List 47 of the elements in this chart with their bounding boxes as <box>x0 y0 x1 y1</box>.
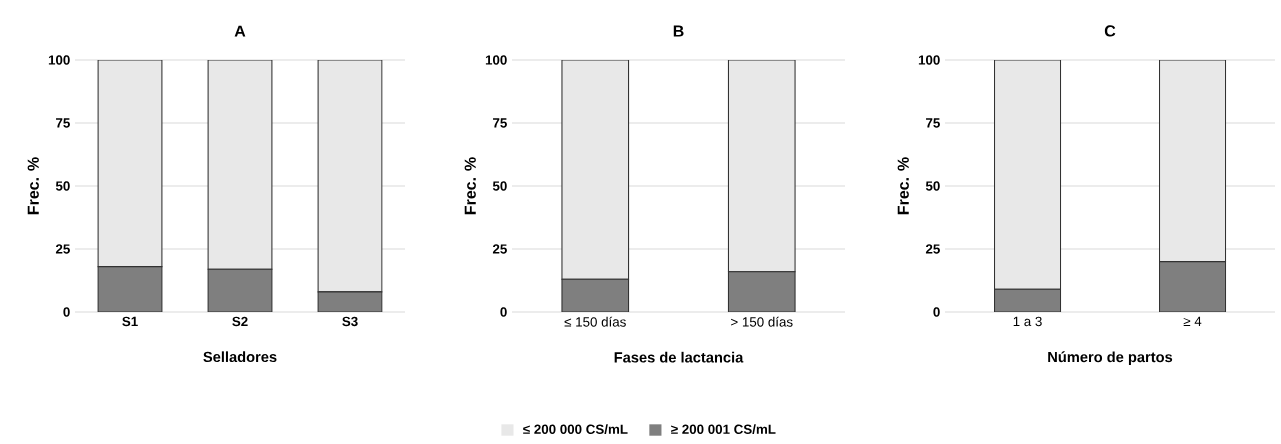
y-axis-title: Frec. % <box>464 157 476 215</box>
bar <box>1158 261 1227 312</box>
bar <box>727 271 796 312</box>
chart-title: B <box>673 25 684 37</box>
y-tick-label: 50 <box>492 181 507 191</box>
x-tick-label: S1 <box>122 316 138 327</box>
y-tick-label: 0 <box>63 307 70 317</box>
x-axis-title: Selladores <box>203 351 277 363</box>
bar <box>993 288 1062 312</box>
x-tick-label: S2 <box>232 316 248 327</box>
y-tick-label: 0 <box>933 307 940 317</box>
y-tick-label: 75 <box>493 118 507 128</box>
x-tick-label: S3 <box>342 316 358 327</box>
y-tick-label: 100 <box>485 55 507 65</box>
y-tick-label: 25 <box>492 244 507 254</box>
x-axis-title: Fases de lactancia <box>614 351 744 363</box>
y-axis-title: Frec. % <box>27 157 39 215</box>
y-tick-label: 75 <box>56 118 70 128</box>
bar <box>727 60 796 273</box>
bar <box>207 268 273 312</box>
legend-label: ≤ 200 000 CS/mL <box>523 424 628 435</box>
bar <box>1158 60 1227 263</box>
y-tick-label: 75 <box>926 118 940 128</box>
chart-title: C <box>1104 25 1116 37</box>
y-tick-label: 25 <box>55 244 70 254</box>
bar <box>97 266 163 312</box>
y-tick-label: 50 <box>925 181 940 191</box>
x-tick-label: ≤ 150 días <box>564 316 626 327</box>
x-tick-label: ≥ 4 <box>1183 316 1202 326</box>
chart-title: A <box>234 25 246 37</box>
x-tick-label: > 150 días <box>731 316 793 327</box>
y-tick-label: 100 <box>918 55 940 65</box>
y-tick-label: 100 <box>48 55 70 65</box>
x-tick-label: 1 a 3 <box>1013 316 1042 327</box>
bar <box>207 60 273 270</box>
bar <box>317 291 383 312</box>
y-axis-title: Frec. % <box>897 157 909 215</box>
bar <box>561 60 630 280</box>
x-axis-title: Número de partos <box>1048 351 1173 366</box>
y-tick-label: 0 <box>500 307 507 317</box>
bar <box>993 60 1062 290</box>
bar <box>317 60 383 293</box>
bar <box>561 278 630 312</box>
legend-label: ≥ 200 001 CS/mL <box>671 424 776 435</box>
y-tick-label: 50 <box>55 181 70 191</box>
y-tick-label: 25 <box>925 244 940 254</box>
bar <box>97 60 163 268</box>
